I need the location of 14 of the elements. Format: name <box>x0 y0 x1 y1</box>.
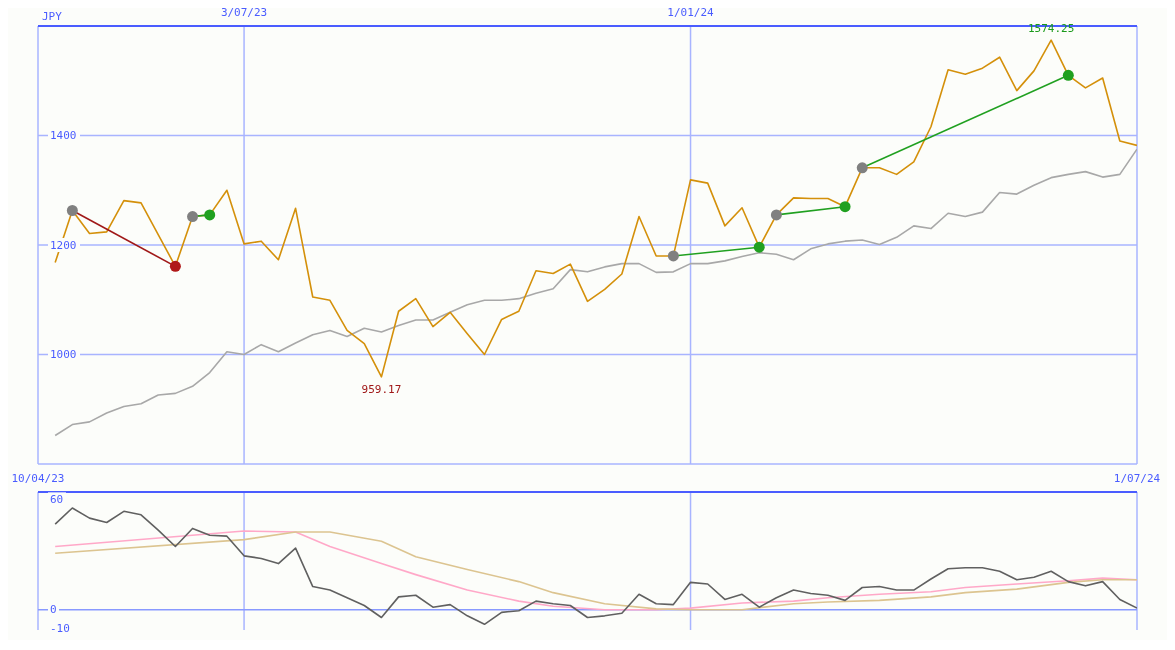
x-tick-label: 10/04/23 <box>11 472 65 485</box>
line-series <box>54 507 1137 626</box>
point <box>169 260 181 272</box>
y-tick-label: -10 <box>50 621 70 635</box>
y-tick-label: 1000 <box>50 348 77 361</box>
y-tick-label: 60 <box>50 492 64 506</box>
annotation: 959.17 <box>361 382 402 396</box>
y-tick-label: 0 <box>50 603 57 617</box>
y-axis-title: JPY <box>42 10 62 23</box>
y-tick-label: 1400 <box>50 129 77 142</box>
x-tick-label: 1/01/24 <box>667 6 715 19</box>
x-tick-label: 1/07/24 <box>1113 472 1161 485</box>
x-tick-label: 3/07/23 <box>220 6 268 19</box>
y-tick-label: 1200 <box>50 238 77 252</box>
